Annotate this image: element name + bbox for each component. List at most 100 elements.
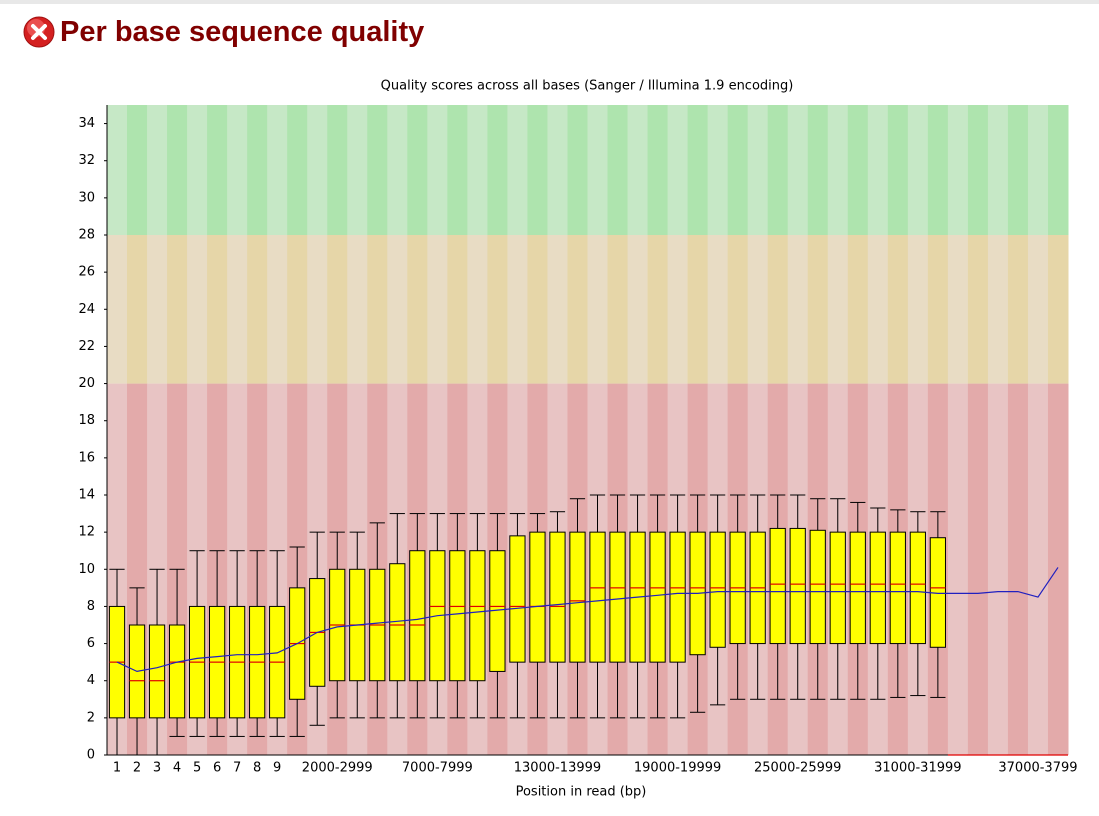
quality-zone	[687, 235, 709, 384]
quality-zone	[507, 235, 528, 384]
quality-zone	[427, 235, 448, 384]
quality-zone	[367, 105, 388, 235]
quality-zone	[727, 235, 749, 384]
box	[609, 531, 626, 663]
quality-zone	[227, 235, 248, 384]
quality-zone	[887, 235, 909, 384]
quality-zone	[807, 235, 829, 384]
y-tick-label: 14	[78, 488, 95, 503]
box	[829, 531, 846, 645]
quality-zone	[447, 235, 468, 384]
quality-zone	[1027, 235, 1049, 384]
box	[148, 624, 166, 719]
y-tick-label: 22	[78, 339, 95, 354]
box	[769, 527, 786, 645]
quality-zone	[987, 383, 1009, 755]
x-tick-label: 7	[233, 761, 241, 776]
y-tick-label: 2	[87, 710, 95, 725]
quality-zone	[787, 105, 809, 235]
quality-zone	[827, 105, 849, 235]
x-tick-label: 5	[193, 761, 201, 776]
quality-zone	[647, 105, 669, 235]
quality-zone	[967, 235, 989, 384]
x-axis-label: Position in read (bp)	[516, 785, 647, 800]
y-tick-label: 34	[78, 116, 95, 131]
box	[409, 550, 426, 682]
quality-zone	[827, 235, 849, 384]
quality-zone	[127, 235, 148, 384]
quality-zone	[307, 105, 328, 235]
quality-zone	[167, 105, 188, 235]
quality-zone	[787, 235, 809, 384]
box	[709, 531, 726, 648]
y-tick-label: 16	[78, 450, 95, 465]
y-tick-label: 8	[87, 599, 95, 614]
quality-zone	[627, 105, 649, 235]
x-tick-label: 3	[153, 761, 161, 776]
quality-zone	[647, 235, 669, 384]
box	[549, 531, 566, 663]
quality-zone	[407, 105, 428, 235]
quality-zone	[207, 235, 228, 384]
x-tick-label: 37000-3799	[998, 761, 1077, 776]
x-tick-label: 2	[133, 761, 141, 776]
quality-zone	[767, 105, 789, 235]
quality-zone	[507, 105, 528, 235]
y-tick-label: 10	[78, 562, 95, 577]
quality-zone	[547, 105, 568, 235]
box	[649, 531, 666, 663]
quality-zone	[307, 235, 328, 384]
quality-zone	[707, 235, 729, 384]
quality-zone	[147, 105, 168, 235]
quality-zone	[327, 105, 348, 235]
x-tick-label: 6	[213, 761, 221, 776]
quality-zone	[667, 235, 689, 384]
quality-zone	[467, 105, 488, 235]
quality-zone	[387, 105, 408, 235]
quality-zone	[847, 235, 869, 384]
box	[449, 550, 466, 682]
quality-zone	[1027, 105, 1049, 235]
quality-zone	[907, 105, 929, 235]
section-title: Per base sequence quality	[60, 15, 425, 48]
quality-zone	[347, 105, 368, 235]
x-tick-label: 9	[273, 761, 281, 776]
quality-zone	[247, 105, 268, 235]
quality-zone	[1007, 105, 1029, 235]
quality-zone	[887, 105, 909, 235]
quality-zone	[1047, 383, 1069, 755]
quality-zone	[487, 105, 508, 235]
quality-zone	[587, 105, 609, 235]
quality-zone	[667, 105, 689, 235]
quality-zone	[707, 105, 729, 235]
box	[849, 531, 866, 645]
quality-zone	[367, 235, 388, 384]
quality-zone	[927, 235, 949, 384]
quality-zone	[587, 235, 609, 384]
box	[889, 531, 906, 645]
box	[809, 529, 826, 645]
quality-zone	[807, 105, 829, 235]
x-tick-label: 19000-19999	[634, 761, 721, 776]
y-tick-label: 24	[78, 302, 95, 317]
x-tick-label: 7000-7999	[402, 761, 473, 776]
box	[589, 531, 606, 663]
x-tick-label: 1	[113, 761, 121, 776]
box	[789, 527, 806, 645]
quality-zone	[327, 235, 348, 384]
y-tick-label: 20	[78, 376, 95, 391]
quality-zone	[947, 235, 969, 384]
quality-zone	[267, 105, 288, 235]
quality-zone	[907, 235, 929, 384]
chart: Quality scores across all bases (Sanger …	[78, 79, 1077, 800]
y-tick-label: 30	[78, 190, 95, 205]
top-border	[0, 0, 1099, 4]
quality-zone	[287, 235, 308, 384]
box	[168, 624, 186, 719]
fail-icon	[23, 16, 55, 48]
header: Per base sequence quality	[22, 12, 424, 52]
quality-zone	[867, 235, 889, 384]
y-tick-label: 6	[87, 636, 95, 651]
quality-zone	[427, 105, 448, 235]
quality-zone	[527, 235, 548, 384]
